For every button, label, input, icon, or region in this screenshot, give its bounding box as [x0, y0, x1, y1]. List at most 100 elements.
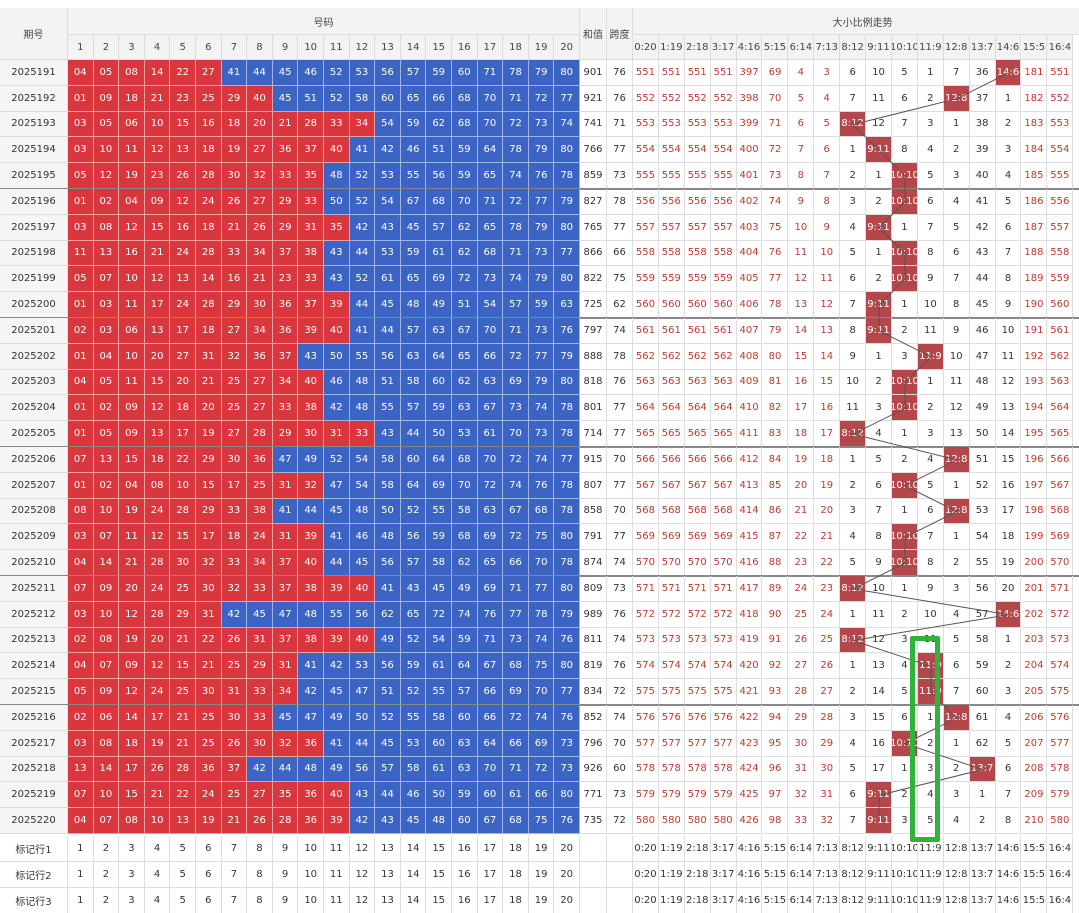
number-ball: 05	[68, 266, 94, 293]
ratio-omission: 568	[710, 498, 737, 525]
ratio-omission: 5	[917, 163, 944, 189]
marker-number: 18	[503, 862, 529, 888]
ratio-omission: 577	[684, 730, 711, 757]
number-ball: 26	[221, 730, 248, 757]
number-ball: 65	[477, 550, 504, 576]
number-ball: 61	[426, 756, 452, 783]
number-ball: 36	[298, 808, 324, 834]
number-ball: 20	[144, 343, 171, 370]
number-ball: 66	[426, 85, 452, 112]
ratio-omission: 202	[1021, 601, 1048, 628]
marker-number: 4	[144, 862, 171, 888]
ratio-omission: 569	[684, 524, 711, 551]
marker-number: 5	[170, 836, 196, 862]
ratio-omission: 1	[969, 782, 996, 809]
number-ball: 03	[68, 524, 94, 551]
number-ball: 78	[528, 601, 555, 628]
number-ball: 28	[298, 111, 324, 138]
number-ball: 13	[144, 318, 171, 344]
ratio-omission: 575	[633, 679, 659, 705]
number-ball: 15	[170, 524, 196, 551]
marker-ratio: 11:9	[918, 888, 944, 913]
number-ball: 21	[170, 705, 196, 731]
number-ball: 79	[528, 266, 555, 293]
number-ball: 33	[247, 576, 273, 602]
number-ball: 60	[477, 782, 504, 809]
issue: 2025215	[0, 679, 68, 705]
number-ball: 57	[503, 292, 529, 318]
ratio-omission: 6	[995, 214, 1022, 241]
number-ball: 62	[375, 601, 401, 628]
number-ball: 38	[298, 576, 324, 602]
number-ball: 08	[144, 472, 171, 499]
number-ball: 28	[170, 498, 196, 525]
ratio-omission: 7	[943, 679, 970, 705]
sum: 765	[580, 214, 607, 241]
ratio-omission: 572	[710, 601, 737, 628]
number-ball: 47	[349, 679, 376, 705]
ratio-omission: 31	[814, 782, 841, 809]
ratio-omission: 82	[762, 395, 789, 422]
ratio-omission: 580	[1047, 808, 1074, 834]
ratio-omission: 7	[943, 60, 970, 86]
issue: 2025199	[0, 266, 68, 293]
sum: 811	[580, 627, 607, 654]
sum: 807	[580, 472, 607, 499]
ratio-omission: 1	[840, 447, 867, 473]
number-ball: 33	[324, 111, 350, 138]
marker-number: 6	[196, 888, 222, 913]
number-ball: 40	[349, 576, 376, 602]
number-col-header: 19	[528, 35, 555, 60]
ratio-omission: 81	[762, 369, 789, 396]
number-ball: 73	[528, 318, 555, 344]
number-ball: 65	[477, 163, 504, 189]
ratio-hit: 10:10	[892, 240, 918, 267]
number-ball: 15	[119, 447, 145, 473]
number-ball: 70	[528, 679, 555, 705]
number-ball: 73	[528, 111, 555, 138]
ratio-omission: 400	[736, 137, 763, 164]
number-ball: 60	[426, 730, 452, 757]
number-ball: 29	[272, 214, 299, 241]
number-ball: 44	[298, 498, 324, 525]
issue: 2025200	[0, 292, 68, 318]
number-ball: 13	[170, 266, 196, 293]
number-ball: 30	[221, 163, 248, 189]
number-ball: 22	[170, 60, 196, 86]
ratio-omission: 9	[943, 318, 970, 344]
span: 74	[607, 627, 633, 654]
ratio-omission: 553	[633, 111, 659, 138]
number-ball: 45	[324, 679, 350, 705]
issue: 2025192	[0, 85, 68, 112]
ratio-omission: 559	[1047, 266, 1074, 293]
ratio-hit: 10:10	[892, 163, 918, 189]
ratio-col-header: 6:14	[788, 35, 815, 60]
number-ball: 42	[324, 395, 350, 422]
ratio-omission: 552	[710, 85, 737, 112]
ratio-omission: 574	[658, 653, 685, 680]
number-ball: 05	[93, 60, 120, 86]
marker-label: 标记行1	[0, 836, 68, 862]
number-ball: 31	[196, 601, 222, 628]
ratio-omission: 11	[866, 85, 892, 112]
ratio-omission: 15	[814, 369, 841, 396]
ratio-omission: 19	[788, 447, 815, 473]
number-ball: 48	[298, 601, 324, 628]
marker-ratio: 7:13	[814, 888, 841, 913]
number-ball: 04	[68, 369, 94, 396]
ratio-omission: 27	[788, 653, 815, 680]
number-ball: 75	[528, 808, 555, 834]
number-ball: 27	[247, 189, 273, 215]
ratio-omission: 47	[969, 343, 996, 370]
ratio-omission: 7	[917, 524, 944, 551]
ratio-omission: 15	[866, 705, 892, 731]
number-ball: 31	[272, 472, 299, 499]
number-ball: 72	[528, 756, 555, 783]
ratio-omission: 5	[995, 730, 1022, 757]
number-ball: 35	[324, 214, 350, 241]
number-ball: 23	[272, 266, 299, 293]
number-ball: 76	[528, 472, 555, 499]
ratio-omission: 8	[917, 240, 944, 267]
sum: 926	[580, 756, 607, 783]
